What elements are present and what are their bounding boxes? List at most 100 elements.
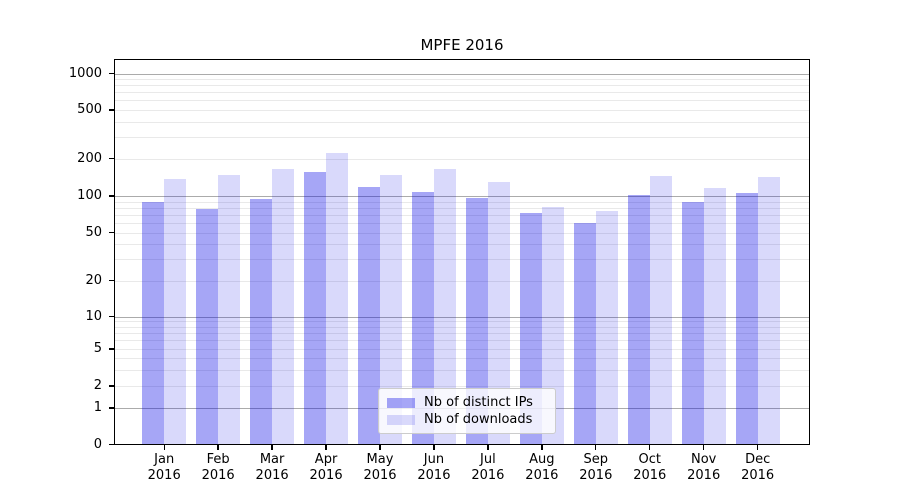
bar-downloads — [757, 177, 780, 445]
bar-downloads — [326, 153, 349, 445]
y-gridline-minor — [114, 158, 810, 160]
y-gridline-minor — [114, 259, 810, 261]
y-gridline-minor — [114, 79, 810, 81]
bar-distinct-ips — [627, 195, 650, 445]
y-tick-label: 10 — [85, 308, 102, 324]
y-gridline-minor — [114, 85, 810, 87]
bar-downloads — [272, 168, 295, 445]
y-tick-mark — [109, 158, 114, 160]
bar-distinct-ips — [142, 201, 165, 445]
x-tick-mark — [217, 445, 219, 450]
y-tick-label: 0 — [93, 436, 102, 452]
y-gridline-minor — [114, 121, 810, 123]
y-gridline-minor — [114, 110, 810, 111]
bar-distinct-ips — [573, 222, 596, 445]
y-gridline-minor — [114, 137, 810, 139]
bar-downloads — [595, 211, 618, 445]
y-tick-mark — [109, 279, 114, 282]
legend: Nb of distinct IPs Nb of downloads — [378, 388, 556, 434]
y-gridline-minor — [114, 222, 810, 224]
bar-downloads — [487, 181, 510, 445]
y-tick-mark — [109, 231, 114, 234]
x-tick-mark — [595, 445, 597, 450]
legend-item-distinct-ips: Nb of distinct IPs — [387, 395, 547, 410]
y-tick-label: 20 — [85, 272, 102, 288]
y-tick-label: 500 — [77, 102, 102, 117]
x-tick-label: Dec 2016 — [741, 452, 775, 483]
y-gridline-minor — [114, 333, 810, 335]
y-gridline-minor — [114, 369, 810, 371]
legend-swatch-downloads — [387, 414, 415, 425]
chart-title: MPFE 2016 — [420, 36, 504, 54]
bar-distinct-ips — [681, 201, 704, 445]
bar-distinct-ips — [304, 171, 327, 445]
bar-distinct-ips — [196, 209, 219, 445]
y-tick-mark — [109, 348, 114, 350]
x-tick-mark — [487, 445, 489, 450]
x-tick-mark — [271, 445, 273, 450]
bar-downloads — [703, 188, 726, 445]
bar-distinct-ips — [250, 198, 273, 445]
y-tick-mark — [109, 407, 114, 409]
y-tick-mark — [109, 109, 114, 111]
x-tick-mark — [703, 445, 705, 450]
plot-area — [114, 59, 810, 445]
x-tick-label: Jul 2016 — [471, 452, 505, 483]
y-gridline-minor — [114, 232, 810, 234]
bar-downloads — [380, 174, 402, 445]
bar-distinct-ips — [735, 192, 758, 445]
x-tick-mark — [163, 445, 165, 450]
y-gridline-minor — [114, 386, 810, 387]
y-tick-label: 200 — [77, 150, 102, 166]
y-tick-mark — [109, 385, 114, 387]
y-tick-mark — [109, 443, 114, 446]
x-tick-label: Nov 2016 — [687, 452, 721, 483]
y-tick-mark — [109, 195, 114, 197]
y-gridline-minor — [114, 92, 810, 94]
x-tick-label: Jan 2016 — [147, 452, 181, 483]
x-tick-label: Sep 2016 — [579, 452, 613, 483]
bar-downloads — [541, 207, 564, 445]
y-gridline-minor — [114, 358, 810, 359]
x-tick-label: Jun 2016 — [417, 452, 451, 483]
legend-label-distinct-ips: Nb of distinct IPs — [424, 395, 533, 410]
x-tick-mark — [433, 445, 435, 450]
y-gridline-minor — [114, 201, 810, 203]
y-tick-mark — [109, 72, 114, 75]
bar-distinct-ips — [519, 213, 542, 445]
x-tick-label: May 2016 — [363, 452, 397, 483]
y-gridline-minor — [114, 326, 810, 328]
bar-distinct-ips — [358, 187, 380, 445]
y-gridline-minor — [114, 321, 810, 323]
x-tick-mark — [756, 445, 759, 450]
y-tick-mark — [109, 315, 114, 318]
y-gridline-minor — [114, 100, 810, 102]
legend-label-downloads: Nb of downloads — [424, 412, 533, 427]
legend-swatch-distinct-ips — [387, 397, 415, 408]
legend-item-downloads: Nb of downloads — [387, 412, 547, 427]
bar-downloads — [649, 175, 672, 445]
bar-distinct-ips — [465, 198, 488, 445]
y-gridline-minor — [114, 207, 810, 209]
x-tick-label: Mar 2016 — [255, 452, 289, 483]
x-tick-label: Aug 2016 — [525, 452, 559, 483]
x-tick-label: Feb 2016 — [201, 452, 235, 483]
bar-downloads — [433, 169, 456, 445]
x-tick-mark — [379, 445, 381, 450]
y-gridline-major — [114, 73, 810, 75]
y-gridline-minor — [114, 340, 810, 342]
bar-distinct-ips — [411, 191, 434, 445]
y-tick-label: 2 — [93, 378, 102, 393]
x-tick-mark — [649, 445, 651, 450]
y-tick-label: 1 — [93, 400, 102, 415]
y-tick-label: 100 — [77, 188, 102, 203]
y-tick-label: 1000 — [68, 65, 102, 81]
bar-downloads — [164, 179, 187, 445]
y-tick-label: 5 — [93, 341, 102, 356]
y-gridline-minor — [114, 349, 810, 350]
x-tick-mark — [325, 445, 327, 450]
y-gridline-minor — [114, 280, 810, 282]
x-tick-label: Oct 2016 — [633, 452, 667, 483]
y-gridline-major — [114, 316, 810, 318]
